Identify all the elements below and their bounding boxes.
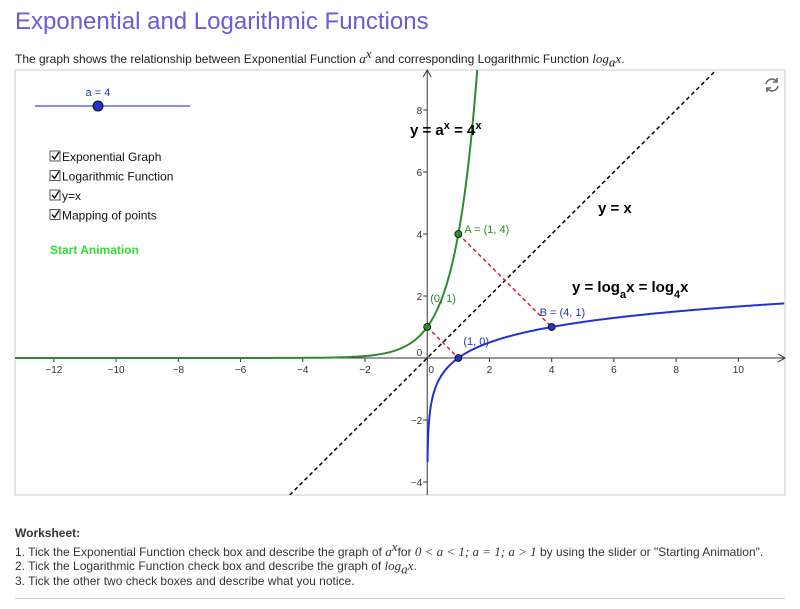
x-tick-label: 2: [487, 365, 493, 376]
label-part: y = log: [572, 279, 620, 296]
math: a: [401, 561, 408, 577]
line-label: y = x: [598, 200, 632, 217]
y-tick-label: 6: [417, 168, 423, 179]
text: .: [621, 52, 625, 66]
checkbox-label[interactable]: Mapping of points: [62, 209, 157, 223]
check-mark: [51, 171, 60, 180]
worksheet: Worksheet: 1. Tick the Exponential Funct…: [15, 527, 785, 588]
math: a: [359, 51, 366, 66]
point-label: (1, 0): [463, 336, 489, 348]
refresh-icon[interactable]: [765, 78, 779, 92]
checkbox[interactable]: [49, 189, 61, 201]
y-tick-label: 4: [417, 230, 423, 241]
x-tick-label: 6: [611, 365, 617, 376]
math: log: [384, 558, 402, 573]
checkbox[interactable]: [49, 150, 61, 162]
y-tick-label: 0: [417, 348, 423, 359]
math: log: [592, 51, 609, 66]
math: x: [615, 51, 622, 66]
worksheet-heading: Worksheet:: [15, 526, 81, 540]
checkbox[interactable]: [49, 170, 61, 181]
animation-button[interactable]: Start Animation: [50, 243, 139, 257]
x-tick-label: −8: [173, 365, 185, 376]
y-tick-label: 2: [417, 292, 423, 303]
x-tick-label: −6: [235, 365, 247, 376]
y-tick-label: −2: [411, 416, 423, 427]
x-tick-label: 4: [549, 365, 555, 376]
checkbox-label[interactable]: y=x: [62, 189, 81, 203]
exponential-curve: [15, 70, 479, 359]
subtitle: The graph shows the relationship between…: [15, 46, 625, 70]
slider-label: a = 4: [86, 87, 111, 99]
y-tick-label: 8: [417, 106, 423, 117]
math: x: [365, 46, 372, 61]
graph-view: −12 −10 −8 −6 −4 −2 0 2 4 6 8 10 −4 −2 0 2 4 6 8 A = (1, 4…: [14, 68, 787, 496]
point-label: (0, 1): [430, 293, 456, 305]
text: and corresponding Logarithmic Function: [371, 52, 593, 66]
math: x: [407, 558, 414, 573]
divider: [15, 598, 785, 599]
check-mark: [51, 190, 60, 200]
graph-frame: [14, 69, 786, 496]
page-title: Exponential and Logarithmic Functions: [15, 8, 429, 35]
math: x: [391, 539, 398, 554]
check-mark: [51, 210, 60, 219]
log-label: y = logax = log4x: [572, 279, 689, 301]
x-tick-label: −12: [45, 365, 62, 376]
x-tick-label: −10: [108, 365, 125, 376]
label-part: x: [475, 120, 482, 132]
point: [454, 230, 463, 238]
check-mark: [51, 151, 60, 161]
x-axis-arrow: [777, 353, 787, 363]
x-tick-label: 8: [673, 365, 679, 376]
checkbox-label[interactable]: Exponential Graph: [62, 150, 161, 164]
label-part: x: [444, 120, 451, 132]
point: [423, 323, 432, 331]
math: a: [385, 544, 392, 559]
text: The graph shows the relationship between…: [15, 52, 360, 66]
label-part: x = log: [626, 279, 674, 296]
math: 0 < a < 1; a = 1; a > 1: [414, 544, 537, 559]
text: 1. Tick the Exponential Function check b…: [15, 545, 386, 559]
x-tick-label: 10: [733, 365, 745, 376]
y-tick-label: −4: [411, 478, 423, 489]
text: 3. Tick the other two check boxes and de…: [15, 574, 355, 589]
label-part: a: [620, 289, 627, 301]
mapping-line: [426, 326, 459, 359]
text: .: [413, 559, 417, 573]
x-tick-label: 0: [428, 365, 434, 376]
x-tick-label: −4: [297, 365, 309, 376]
point: [547, 323, 556, 331]
point-label: B = (4, 1): [540, 307, 586, 319]
label-part: = 4: [450, 122, 476, 139]
text: 2. Tick the Logarithmic Function check b…: [15, 559, 385, 573]
identity-line: [289, 70, 717, 495]
checkbox-label[interactable]: Logarithmic Function: [62, 170, 173, 184]
point-label: A = (1, 4): [464, 224, 509, 236]
logarithm-curve: [426, 302, 785, 462]
exp-label: y = ax = 4x: [410, 120, 482, 139]
math: a: [608, 54, 616, 70]
label-part: y = a: [410, 122, 444, 139]
label-part: 4: [674, 289, 681, 301]
checkbox[interactable]: [49, 209, 61, 220]
mapping-line: [457, 233, 553, 328]
text: for: [397, 545, 415, 559]
point: [454, 354, 463, 362]
y-axis-arrow: [422, 68, 432, 78]
text: by using the slider or "Starting Animati…: [536, 545, 764, 559]
label-part: x: [680, 279, 689, 296]
slider-knob[interactable]: [92, 100, 104, 112]
x-tick-label: −2: [359, 365, 371, 376]
